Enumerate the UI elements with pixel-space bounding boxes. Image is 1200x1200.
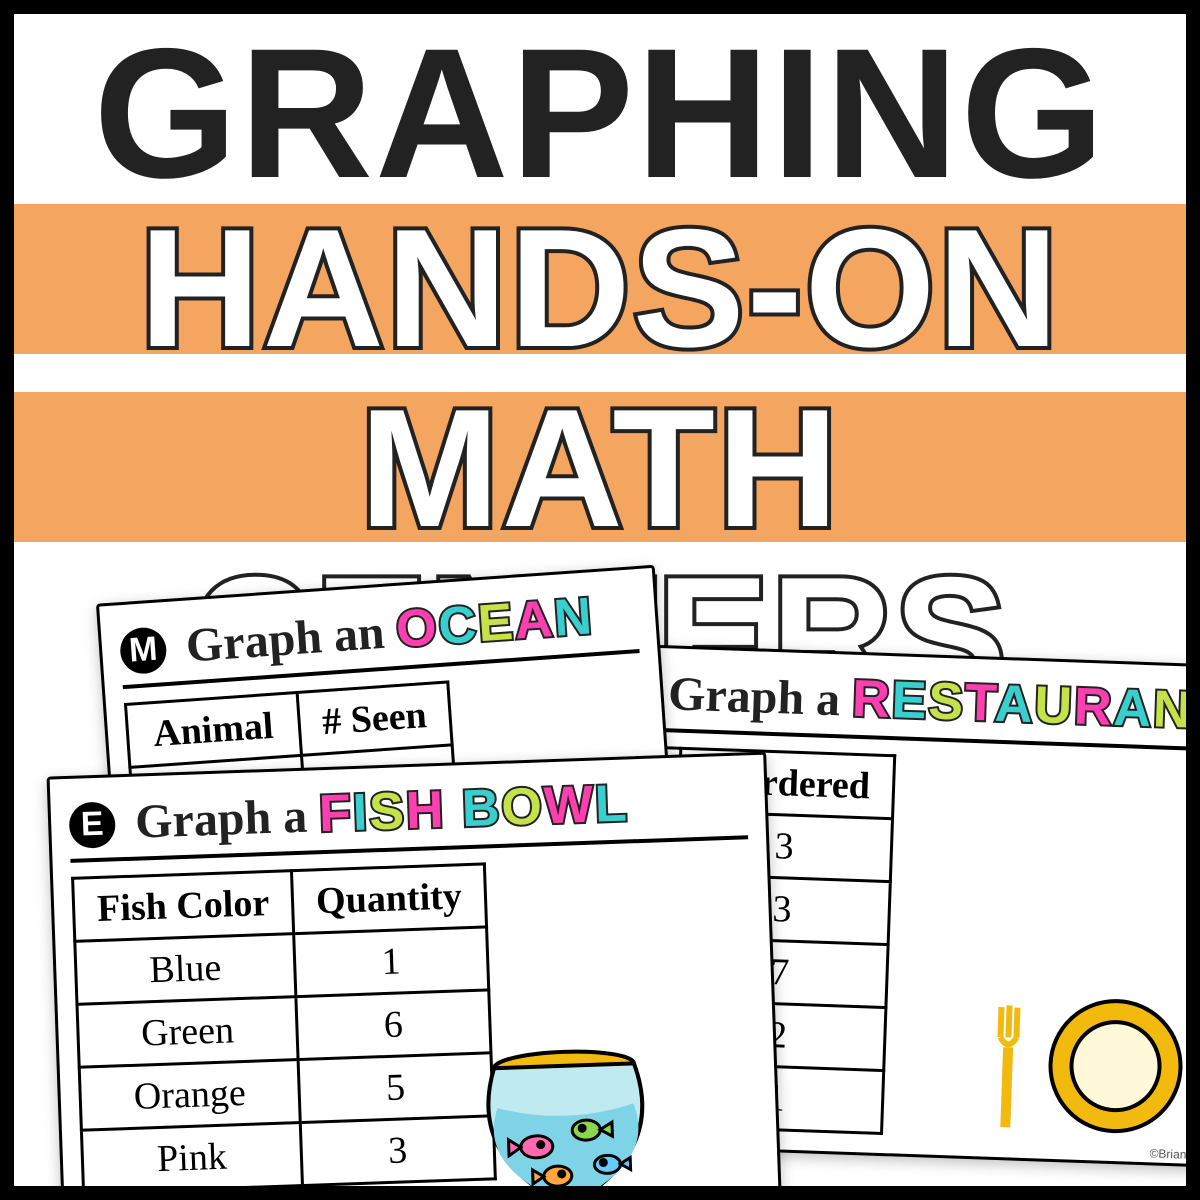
- th-qty: Quantity: [292, 864, 487, 934]
- card-fishbowl-prefix: Graph a: [134, 789, 320, 848]
- table-fishbowl: Fish Color Quantity Blue1 Green6 Orange5…: [71, 862, 497, 1194]
- card-ocean-title: M Graph an OCEAN: [118, 583, 639, 679]
- headline-1: GRAPHING: [14, 22, 1186, 207]
- card-ocean-prefix: Graph an: [184, 605, 398, 673]
- badge-fishbowl: E: [68, 801, 116, 849]
- card-restaurant-prefix: Graph a: [667, 667, 853, 726]
- card-fishbowl: E Graph a FISH BOWL Fish Color Quantity …: [47, 752, 782, 1200]
- worksheet-cover: GRAPHING HANDS-ON MATH CENTERS M Graph a…: [0, 0, 1200, 1200]
- th-color: Fish Color: [73, 871, 294, 942]
- th-animal: Animal: [126, 693, 302, 768]
- fishbowl-icon: [453, 1032, 680, 1200]
- plate-icon: [993, 977, 1200, 1145]
- credit-text: ©Briana Beverly: [1149, 1146, 1200, 1163]
- card-ocean-keyword: OCEAN: [394, 587, 595, 659]
- card-restaurant-keyword: RESTAURANT: [851, 670, 1200, 741]
- headline-2: HANDS-ON: [14, 204, 1186, 372]
- table-row: Pink3: [81, 1116, 495, 1193]
- th-seen: # Seen: [297, 682, 453, 755]
- badge-ocean: M: [119, 626, 168, 675]
- card-fishbowl-keyword: FISH BOWL: [318, 774, 630, 843]
